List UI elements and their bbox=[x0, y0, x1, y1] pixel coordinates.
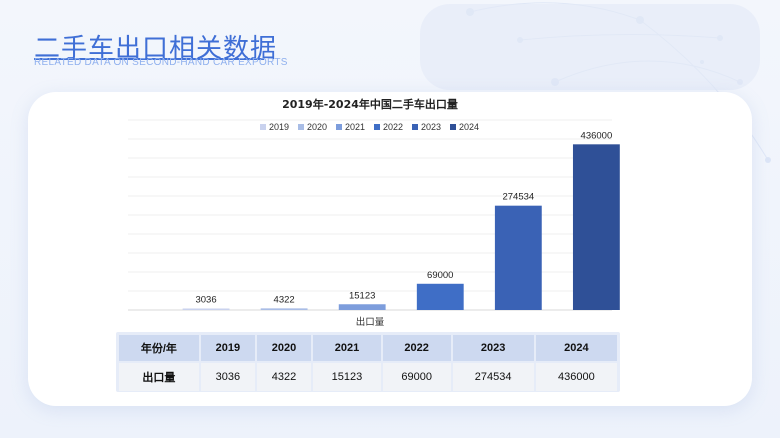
table-cell: 4322 bbox=[256, 363, 312, 391]
table-cell: 15123 bbox=[313, 363, 381, 391]
bar bbox=[182, 308, 230, 310]
legend-label: 2023 bbox=[421, 122, 441, 132]
legend-swatch bbox=[298, 124, 304, 130]
table-header-row: 年份/年 2019 2020 2021 2022 2023 2024 bbox=[119, 335, 617, 361]
legend-label: 2021 bbox=[345, 122, 365, 132]
bar bbox=[338, 304, 386, 310]
legend-label: 2019 bbox=[269, 122, 289, 132]
data-label: 274534 bbox=[502, 192, 534, 203]
legend-swatch bbox=[260, 124, 266, 130]
bar bbox=[494, 205, 542, 310]
legend-swatch bbox=[374, 124, 380, 130]
table-header-year: 2022 bbox=[382, 335, 451, 361]
table-header-year: 2024 bbox=[535, 335, 617, 361]
table-header-year: 2021 bbox=[313, 335, 381, 361]
data-label: 3036 bbox=[195, 295, 216, 306]
table-header-year: 2023 bbox=[452, 335, 534, 361]
data-label: 4322 bbox=[274, 294, 295, 305]
legend-swatch bbox=[336, 124, 342, 130]
table-header-year: 2019 bbox=[200, 335, 255, 361]
table-row-label: 出口量 bbox=[119, 363, 199, 391]
table-row: 出口量 3036 4322 15123 69000 274534 436000 bbox=[119, 363, 617, 391]
title-underline bbox=[34, 58, 264, 60]
data-label: 436000 bbox=[581, 130, 613, 141]
table-cell: 3036 bbox=[200, 363, 255, 391]
page-subtitle: RELATED DATA ON SECOND-HAND CAR EXPORTS bbox=[34, 57, 288, 68]
bar bbox=[416, 283, 464, 310]
data-table: 年份/年 2019 2020 2021 2022 2023 2024 出口量 3… bbox=[117, 333, 619, 393]
table-cell: 69000 bbox=[382, 363, 451, 391]
bar bbox=[572, 144, 620, 310]
legend-label: 2020 bbox=[307, 122, 327, 132]
x-axis-label: 出口量 bbox=[356, 316, 385, 328]
legend-swatch bbox=[450, 124, 456, 130]
table-cell: 436000 bbox=[535, 363, 617, 391]
table-header-label: 年份/年 bbox=[119, 335, 199, 361]
legend-swatch bbox=[412, 124, 418, 130]
chart-title: 2019年-2024年中国二手车出口量 bbox=[282, 97, 458, 111]
legend-label: 2022 bbox=[383, 122, 403, 132]
bar bbox=[260, 308, 308, 310]
table-cell: 274534 bbox=[452, 363, 534, 391]
table-header-year: 2020 bbox=[256, 335, 312, 361]
data-label: 15123 bbox=[349, 290, 375, 301]
legend-label: 2024 bbox=[459, 122, 479, 132]
data-label: 69000 bbox=[427, 270, 453, 281]
